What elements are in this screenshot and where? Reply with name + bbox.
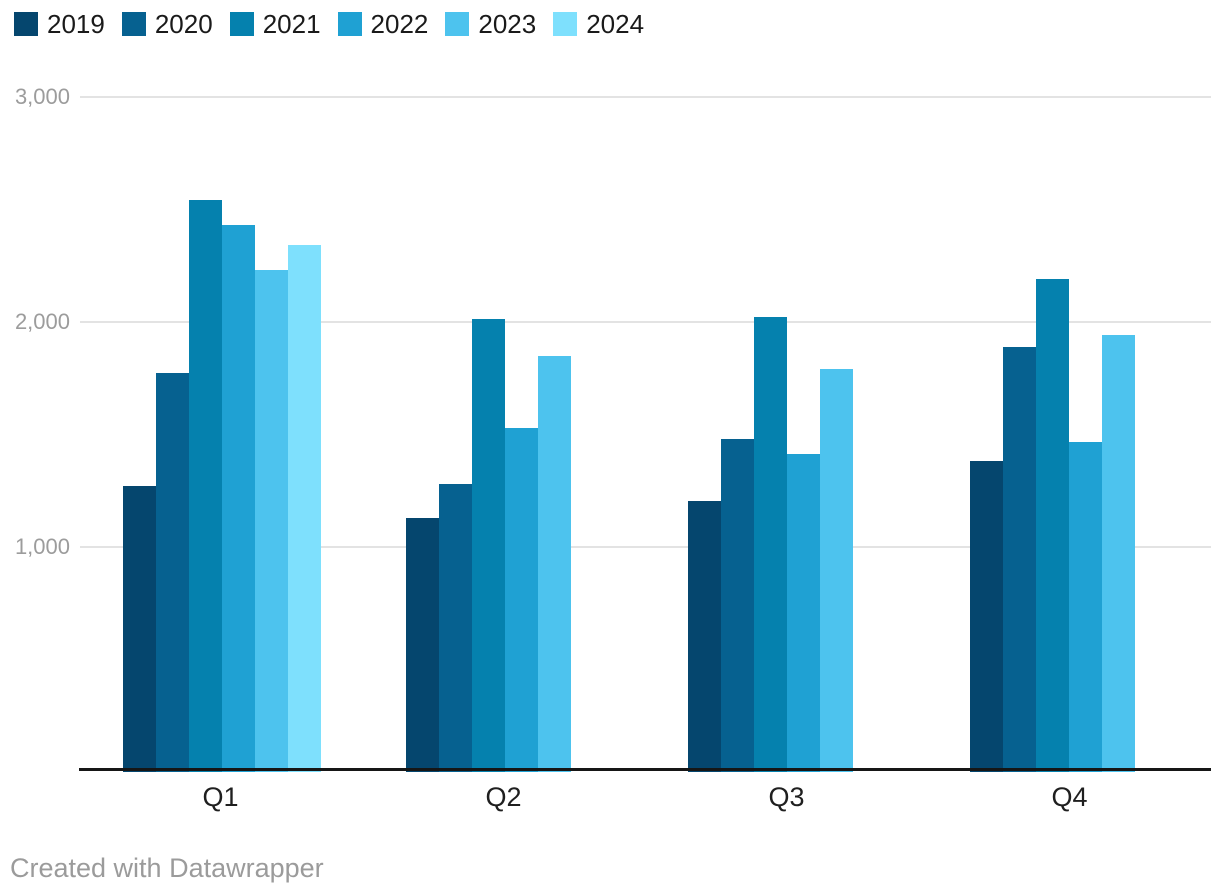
legend-item-2019: 2019 bbox=[14, 11, 105, 37]
x-tick-label-q1: Q1 bbox=[202, 782, 239, 812]
bar-q1-2023[interactable] bbox=[255, 270, 288, 772]
bar-q3-2020[interactable] bbox=[721, 439, 754, 772]
bar-q1-2020[interactable] bbox=[156, 373, 189, 772]
bar-q2-2020[interactable] bbox=[439, 484, 472, 772]
legend: 2019 2020 2021 2022 2023 2024 bbox=[14, 11, 644, 37]
legend-swatch-2023 bbox=[445, 12, 470, 36]
x-tick-label-q3: Q3 bbox=[768, 782, 805, 812]
legend-item-2020: 2020 bbox=[121, 9, 213, 39]
legend-swatch-2019 bbox=[14, 12, 38, 36]
bar-q1-2022[interactable] bbox=[222, 225, 255, 772]
bar-q4-2022[interactable] bbox=[1069, 442, 1102, 772]
bar-q1-2021[interactable] bbox=[189, 200, 222, 772]
bar-q1-2024[interactable] bbox=[288, 245, 321, 772]
gridline-2000 bbox=[80, 321, 1211, 323]
legend-label-2021: 2021 bbox=[262, 9, 321, 39]
bar-q2-2022[interactable] bbox=[505, 428, 538, 772]
gridline-1000 bbox=[80, 546, 1211, 548]
legend-label-2023: 2023 bbox=[478, 9, 537, 39]
bar-q3-2021[interactable] bbox=[754, 317, 787, 772]
bar-q3-2023[interactable] bbox=[820, 369, 853, 772]
legend-swatch-2020 bbox=[121, 12, 146, 36]
bar-q2-2021[interactable] bbox=[472, 319, 505, 772]
x-tick-label-q2: Q2 bbox=[485, 782, 522, 812]
legend-label-2019: 2019 bbox=[47, 9, 105, 39]
x-tick-label-q4: Q4 bbox=[1051, 782, 1088, 812]
y-tick-label-2000: 2,000 bbox=[14, 309, 70, 334]
bar-q4-2019[interactable] bbox=[970, 461, 1003, 772]
datawrapper-credit-link[interactable]: Created with Datawrapper bbox=[10, 853, 324, 883]
y-tick-label-3000: 3,000 bbox=[14, 84, 70, 109]
legend-item-2024: 2024 bbox=[553, 11, 644, 37]
bar-q4-2021[interactable] bbox=[1036, 279, 1069, 772]
bar-q4-2020[interactable] bbox=[1003, 347, 1036, 772]
legend-item-2023: 2023 bbox=[445, 11, 536, 37]
x-axis-line bbox=[79, 768, 1211, 771]
legend-label-2024: 2024 bbox=[586, 9, 645, 39]
bar-q1-2019[interactable] bbox=[123, 486, 156, 772]
legend-label-2020: 2020 bbox=[154, 9, 213, 39]
legend-swatch-2021 bbox=[229, 12, 254, 36]
y-tick-label-1000: 1,000 bbox=[14, 534, 70, 559]
bar-q2-2019[interactable] bbox=[406, 518, 439, 772]
bar-q2-2023[interactable] bbox=[538, 356, 571, 772]
legend-label-2022: 2022 bbox=[370, 9, 429, 39]
gridline-3000 bbox=[80, 96, 1211, 98]
bar-q3-2022[interactable] bbox=[787, 454, 820, 772]
legend-swatch-2022 bbox=[337, 12, 362, 36]
bar-q4-2023[interactable] bbox=[1102, 335, 1135, 772]
legend-item-2022: 2022 bbox=[337, 9, 429, 39]
bar-q3-2019[interactable] bbox=[688, 501, 721, 772]
legend-swatch-2024 bbox=[553, 12, 578, 36]
legend-item-2021: 2021 bbox=[229, 9, 321, 39]
